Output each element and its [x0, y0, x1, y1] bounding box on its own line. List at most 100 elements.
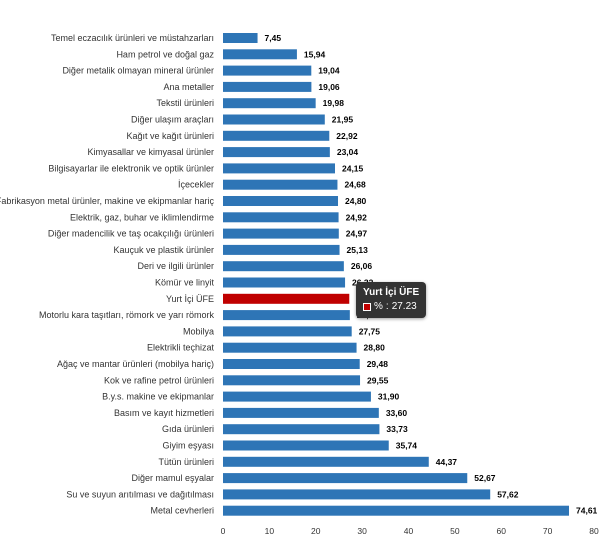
- bar[interactable]: [223, 65, 312, 76]
- category-label: Metal cevherleri: [150, 506, 214, 516]
- tooltip-series-symbol: %: [374, 301, 383, 312]
- category-label: Basım ve kayıt hizmetleri: [114, 408, 214, 418]
- category-label: Gıda ürünleri: [162, 424, 214, 434]
- category-label: Tekstil ürünleri: [156, 98, 214, 108]
- value-label: 23,04: [337, 147, 359, 157]
- bar[interactable]: [223, 375, 361, 386]
- bar[interactable]: [223, 179, 338, 190]
- tooltip-separator: :: [385, 301, 389, 312]
- value-label: 24,97: [346, 229, 368, 239]
- bar[interactable]: [223, 81, 312, 92]
- value-label: 35,74: [396, 441, 418, 451]
- category-label: B.y.s. makine ve ekipmanlar: [102, 392, 214, 402]
- category-label: Elektrikli teçhizat: [147, 343, 215, 353]
- x-axis: 0 10 20 30 40 50 60 70 80: [221, 526, 599, 536]
- category-labels: Temel eczacılık ürünleri ve müstahzarlar…: [0, 33, 214, 516]
- value-label: 21,95: [332, 115, 354, 125]
- bar[interactable]: [223, 473, 468, 484]
- bar[interactable]: [223, 342, 357, 353]
- bar[interactable]: [223, 359, 360, 369]
- x-tick-label: 20: [311, 526, 321, 536]
- category-label: Ham petrol ve doğal gaz: [116, 49, 214, 59]
- value-label: 33,60: [386, 408, 408, 418]
- category-label: Elektrik, gaz, buhar ve iklimlendirme: [70, 212, 214, 222]
- category-label: Kok ve rafine petrol ürünleri: [104, 375, 214, 385]
- value-label: 7,45: [265, 33, 282, 43]
- bar[interactable]: [223, 196, 339, 206]
- bar[interactable]: [223, 261, 344, 272]
- value-label: 22,92: [336, 131, 358, 141]
- value-label: 19,98: [323, 98, 345, 108]
- x-tick-label: 80: [589, 526, 599, 536]
- value-label: 57,62: [497, 489, 519, 499]
- bar[interactable]: [223, 391, 371, 402]
- tooltip-row: %: 27.23: [363, 300, 419, 314]
- category-label: Motorlu kara taşıtları, römork ve yarı r…: [39, 310, 215, 320]
- value-label: 29,48: [367, 359, 389, 369]
- category-label: Diğer madencilik ve taş ocakçılığı ürünl…: [48, 229, 214, 239]
- bar[interactable]: [223, 147, 330, 158]
- value-label: 29,55: [367, 375, 389, 385]
- category-label: Temel eczacılık ürünleri ve müstahzarlar…: [51, 33, 214, 43]
- value-label: 33,73: [386, 424, 408, 434]
- x-tick-label: 0: [221, 526, 226, 536]
- value-label: 52,67: [474, 473, 496, 483]
- category-label: Yurt İçi ÜFE: [166, 294, 214, 304]
- bar[interactable]: [223, 228, 339, 239]
- x-tick-label: 40: [404, 526, 414, 536]
- bar[interactable]: [223, 489, 491, 500]
- value-label: 15,94: [304, 49, 326, 59]
- x-tick-label: 30: [357, 526, 367, 536]
- bar[interactable]: [223, 505, 570, 516]
- bar[interactable]: [223, 130, 330, 141]
- value-label: 24,68: [344, 180, 366, 190]
- x-tick-label: 60: [497, 526, 507, 536]
- bar[interactable]: [223, 440, 389, 451]
- x-tick-label: 10: [265, 526, 275, 536]
- category-label: Bilgisayarlar ile elektronik ve optik ür…: [48, 163, 214, 173]
- bar[interactable]: [223, 326, 352, 337]
- value-label: 44,37: [436, 457, 458, 467]
- category-label: Fabrikasyon metal ürünler, makine ve eki…: [0, 196, 214, 206]
- bar[interactable]: [223, 33, 258, 43]
- bar[interactable]: [223, 98, 316, 109]
- value-label: 27,75: [359, 326, 381, 336]
- highlight-bar[interactable]: [223, 293, 350, 304]
- category-label: Deri ve ilgili ürünler: [137, 261, 214, 271]
- category-label: Kömür ve linyit: [155, 278, 215, 288]
- category-label: Tütün ürünleri: [158, 457, 214, 467]
- category-label: Kağıt ve kağıt ürünleri: [126, 131, 214, 141]
- tooltip-swatch: [363, 303, 371, 311]
- bar[interactable]: [223, 114, 325, 125]
- x-tick-label: 70: [543, 526, 553, 536]
- tooltip: Yurt İçi ÜFE %: 27.23: [356, 282, 427, 318]
- value-label: 28,80: [364, 343, 386, 353]
- bar[interactable]: [223, 310, 350, 321]
- category-label: İçecekler: [178, 180, 214, 190]
- category-label: Diğer mamul eşyalar: [131, 473, 214, 483]
- bar[interactable]: [223, 407, 379, 418]
- bar[interactable]: [223, 277, 346, 288]
- tooltip-value: 27.23: [391, 301, 417, 312]
- bar[interactable]: [223, 212, 339, 223]
- value-label: 25,13: [347, 245, 369, 255]
- category-label: Kimyasallar ve kimyasal ürünler: [87, 147, 214, 157]
- bar[interactable]: [223, 49, 297, 60]
- bar[interactable]: [223, 163, 335, 174]
- category-label: Mobilya: [183, 326, 214, 336]
- bar[interactable]: [223, 456, 429, 467]
- category-label: Ağaç ve mantar ürünleri (mobilya hariç): [57, 359, 214, 369]
- category-label: Diğer ulaşım araçları: [131, 115, 214, 125]
- category-label: Su ve suyun arıtılması ve dağıtılması: [66, 489, 214, 499]
- bar[interactable]: [223, 244, 340, 255]
- value-label: 74,61: [576, 506, 598, 516]
- value-label: 19,06: [318, 82, 340, 92]
- tooltip-title: Yurt İçi ÜFE: [363, 287, 420, 298]
- x-tick-label: 50: [450, 526, 460, 536]
- bars: [223, 33, 570, 516]
- bar[interactable]: [223, 424, 380, 435]
- value-labels: 7,45 15,94 19,04 19,06 19,98 21,95 22,92 23,04 2…: [265, 33, 598, 516]
- value-label: 24,92: [346, 212, 368, 222]
- value-label: 24,15: [342, 163, 364, 173]
